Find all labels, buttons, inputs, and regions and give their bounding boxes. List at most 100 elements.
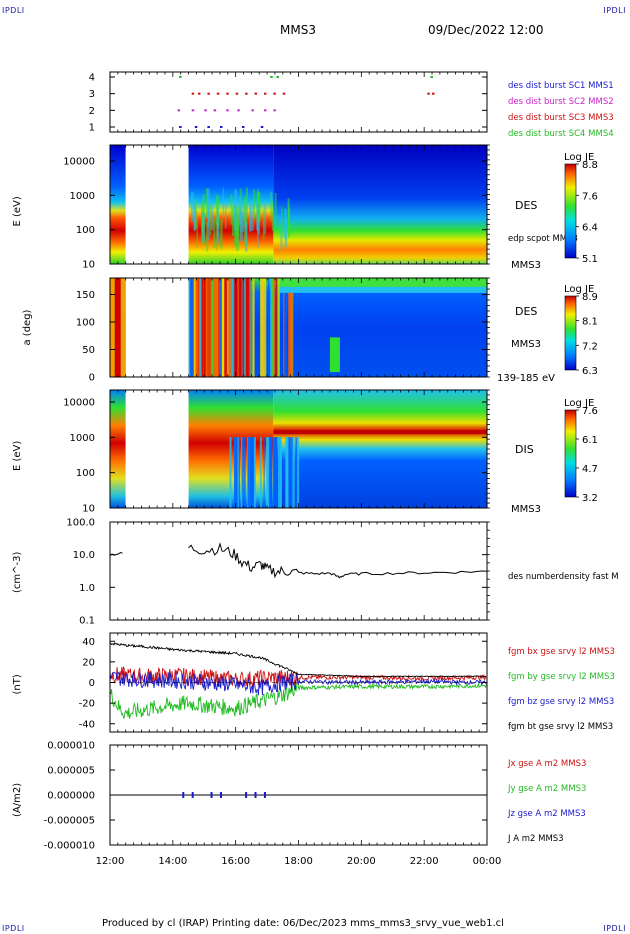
burst-mark: [191, 109, 195, 112]
des-energy-streak: [245, 221, 248, 252]
burst-mark: [179, 126, 182, 128]
burst-y-label: 1: [89, 123, 95, 134]
des-energy-streak: [202, 212, 205, 243]
des-energy-streak: [191, 192, 194, 222]
corner-label-top-right: IPDLI: [603, 6, 626, 15]
des-energy-streak: [202, 194, 205, 225]
current-spike: [254, 792, 257, 798]
burst-mark: [207, 126, 210, 128]
des-energy-streak: [244, 196, 247, 227]
des-energy-sublabel: MMS3: [511, 260, 541, 271]
des-pitch-stripe: [234, 278, 238, 377]
des-pitch-stripe: [193, 278, 196, 377]
des-energy-streak: [235, 206, 239, 237]
x-tick-label: 12:00: [96, 856, 125, 867]
density-ylabel: (cm^-3): [12, 552, 23, 593]
current-y-label: -0.000010: [44, 841, 95, 852]
des-pitch-colorbar-tick-label: 6.3: [582, 366, 598, 377]
dis-energy-streak: [285, 437, 289, 508]
current-y-label: 0.000005: [47, 766, 95, 777]
des-pitch-stripe: [260, 278, 264, 377]
des-energy-streak: [270, 191, 273, 222]
des-energy-streak: [216, 220, 218, 251]
burst-legend-1: des dist burst SC1 MMS1: [508, 81, 614, 91]
burst-mark: [430, 76, 433, 78]
burst-mark: [219, 126, 223, 128]
burst-legend-2: des dist burst SC2 MMS2: [508, 97, 614, 107]
des-energy-ylabel: E (eV): [12, 196, 23, 226]
des-energy-streak: [280, 220, 283, 251]
des-pitch-stripe: [221, 278, 223, 377]
des-pitch-stripe: [263, 278, 267, 377]
des-pitch-y-label: 150: [76, 290, 95, 301]
des-energy-streak: [220, 219, 223, 249]
des-pitch-stripe: [283, 278, 285, 377]
dis-energy-colorbar-tick-label: 4.7: [582, 464, 598, 475]
des-energy-streak: [196, 218, 198, 248]
des-pitch-stripe: [228, 278, 232, 377]
current-spike: [210, 792, 213, 798]
burst-y-label: 2: [89, 106, 95, 117]
des-energy-streak: [213, 218, 216, 248]
des-pitch-stripe: [250, 278, 252, 377]
x-tick-label: 20:00: [347, 856, 376, 867]
des-energy-streak: [253, 189, 256, 220]
footer-text: Produced by cl (IRAP) Printing date: 06/…: [102, 918, 504, 929]
burst-mark: [179, 76, 182, 78]
burst-mark: [273, 92, 276, 95]
des-pitch-stripe: [201, 278, 204, 377]
des-pitch-stripe: [203, 278, 206, 377]
magnetic-field-legend-4: fgm bt gse srvy l2 MMS3: [508, 722, 613, 732]
current-legend-2: Jy gse A m2 MMS3: [507, 784, 586, 794]
magnetic-field-legend-3: fgm bz gse srvy l2 MMS3: [508, 697, 614, 707]
des-energy-streak: [283, 208, 287, 239]
des-pitch-stripe: [275, 278, 278, 377]
current-legend-4: J A m2 MMS3: [507, 834, 564, 844]
des-pitch-sublabel: MMS3: [511, 339, 541, 350]
dis-energy-streak: [292, 437, 295, 508]
dis-energy-streak: [238, 437, 240, 508]
dis-energy-streak: [287, 437, 290, 508]
des-energy-y-label: 10000: [63, 157, 95, 168]
des-pitch-y-label: 100: [76, 318, 95, 329]
des-energy-colorbar-tick-label: 7.6: [582, 191, 598, 202]
current-spike: [182, 792, 185, 798]
magnetic-field-y-label: -40: [79, 719, 95, 730]
current-legend-1: Jx gse A m2 MMS3: [507, 759, 586, 769]
dis-energy-sublabel: MMS3: [511, 504, 541, 515]
des-energy-colorbar-tick-label: 5.1: [582, 254, 598, 265]
dis-energy-streak: [234, 437, 238, 508]
des-pitch-stripe: [210, 278, 214, 377]
dis-energy-streak: [236, 437, 240, 508]
magnetic-field-line: [109, 641, 487, 678]
spacecraft-title: MMS3: [280, 23, 316, 37]
dis-energy-streak: [263, 437, 265, 508]
dis-energy-spectrogram: [273, 390, 487, 508]
density-line: [109, 551, 123, 556]
magnetic-field-line: [109, 671, 487, 696]
magnetic-field-y-label: 20: [82, 657, 95, 668]
des-pitch-colorbar-tick-label: 8.9: [582, 292, 598, 303]
datetime-title: 09/Dec/2022 12:00: [428, 23, 544, 37]
corner-label-bottom-right: IPDLI: [603, 924, 626, 933]
des-energy-streak: [193, 199, 197, 230]
corner-label-bottom-left: IPDLI: [2, 924, 25, 933]
data-gap: [125, 278, 189, 377]
burst-y-label: 4: [89, 73, 95, 84]
des-pitch-band: [279, 278, 487, 287]
dis-energy-colorbar-tick-label: 6.1: [582, 435, 598, 446]
current-spike: [219, 792, 222, 798]
dis-energy-streak: [242, 437, 244, 508]
dis-energy-streak: [289, 437, 293, 508]
des-pitch-stripe: [278, 278, 280, 377]
magnetic-field-y-label: -20: [79, 699, 95, 710]
des-pitch-stripe: [246, 278, 249, 377]
current-legend-3: Jz gse A m2 MMS3: [507, 809, 586, 819]
des-pitch-colorbar: [564, 295, 577, 371]
des-energy-streak: [238, 195, 241, 226]
x-tick-label: 18:00: [284, 856, 313, 867]
density-y-label: 100.0: [66, 518, 95, 529]
magnetic-field-y-label: 40: [82, 637, 95, 648]
magnetic-field-legend-1: fgm bx gse srvy l2 MMS3: [508, 647, 615, 657]
